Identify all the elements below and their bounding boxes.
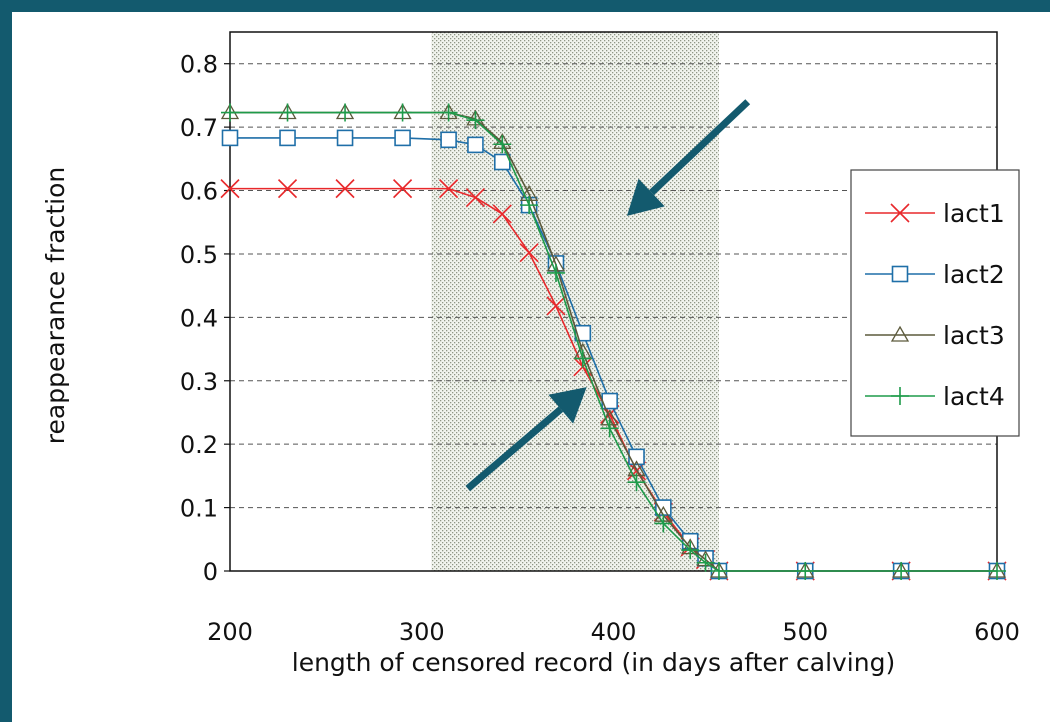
marker-plus <box>520 196 539 215</box>
marker-square <box>440 131 457 149</box>
arrow-shaft <box>649 99 751 196</box>
y-tick-label: 0.2 <box>180 431 218 459</box>
line-chart: 0 0.1 0.2 0.3 0.4 0.5 0.6 0.7 0.8 200 300 400 500 600… <box>41 31 1020 677</box>
marker-plus <box>988 562 1006 580</box>
marker-plus <box>393 103 412 122</box>
legend-label: lact4 <box>943 382 1005 411</box>
legend-item-lact2: lact2 <box>865 260 1005 289</box>
x-axis-label: length of censored record (in days after… <box>292 648 895 677</box>
legend-item-lact1: lact1 <box>865 199 1005 228</box>
legend-box <box>850 169 1020 437</box>
arrow-shaft <box>465 406 564 492</box>
marker-square <box>467 136 484 154</box>
x-tick-label: 400 <box>591 618 637 646</box>
marker-plus <box>336 103 355 122</box>
legend-label: lact3 <box>943 321 1005 350</box>
marker-plus <box>600 419 619 438</box>
x-tick-label: 600 <box>974 618 1020 646</box>
marker-plus <box>696 553 715 572</box>
marker-x <box>439 179 459 199</box>
marker-plus <box>221 103 239 122</box>
marker-plus <box>439 103 458 122</box>
marker-x <box>465 187 486 208</box>
marker-square <box>221 129 239 147</box>
legend-item-lact4: lact4 <box>865 382 1005 411</box>
annotation-arrow-1 <box>626 99 751 216</box>
marker-plus <box>627 473 646 492</box>
marker-x <box>519 243 539 263</box>
arrow-head <box>626 178 665 216</box>
marker-plus <box>654 514 673 533</box>
marker-square <box>336 129 354 147</box>
y-tick-label: 0.8 <box>180 51 218 79</box>
marker-plus <box>493 135 512 154</box>
marker-x <box>393 179 413 199</box>
marker-square <box>394 129 411 147</box>
x-tick-label: 300 <box>399 618 445 646</box>
x-tick-label: 500 <box>782 618 828 646</box>
y-tick-label: 0 <box>203 558 218 586</box>
annotation-arrow-2 <box>465 387 587 492</box>
marker-square <box>891 265 909 283</box>
marker-x <box>277 179 298 199</box>
marker-square <box>279 129 296 147</box>
legend-label: lact1 <box>943 199 1005 228</box>
marker-x <box>492 204 512 224</box>
marker-plus <box>681 541 700 560</box>
marker-plus <box>278 103 297 122</box>
marker-plus <box>466 111 485 130</box>
series-lact4 <box>221 103 1006 580</box>
y-tick-label: 0.6 <box>180 178 218 206</box>
y-tick-label: 0.1 <box>180 495 218 523</box>
legend-item-lact3: lact3 <box>865 321 1005 350</box>
arrow-head <box>548 387 587 424</box>
y-tick-label: 0.3 <box>180 368 218 396</box>
marker-plus <box>709 562 728 580</box>
y-tick-label: 0.4 <box>180 304 218 332</box>
marker-x <box>890 203 910 223</box>
x-tick-label: 200 <box>207 618 253 646</box>
y-axis-label: reappearance fraction <box>41 167 70 444</box>
marker-triangle <box>890 325 910 342</box>
marker-plus <box>796 562 815 580</box>
marker-plus <box>891 387 909 405</box>
legend-label: lact2 <box>943 260 1005 289</box>
marker-plus <box>573 349 592 368</box>
marker-plus <box>892 562 911 580</box>
marker-x <box>546 296 566 316</box>
chart-frame: 0 0.1 0.2 0.3 0.4 0.5 0.6 0.7 0.8 200 300 400 500 600… <box>12 12 1050 722</box>
marker-x <box>220 179 240 199</box>
y-tick-label: 0.7 <box>180 114 218 142</box>
marker-x <box>335 179 355 199</box>
marker-plus <box>546 263 565 282</box>
y-tick-label: 0.5 <box>180 241 218 269</box>
